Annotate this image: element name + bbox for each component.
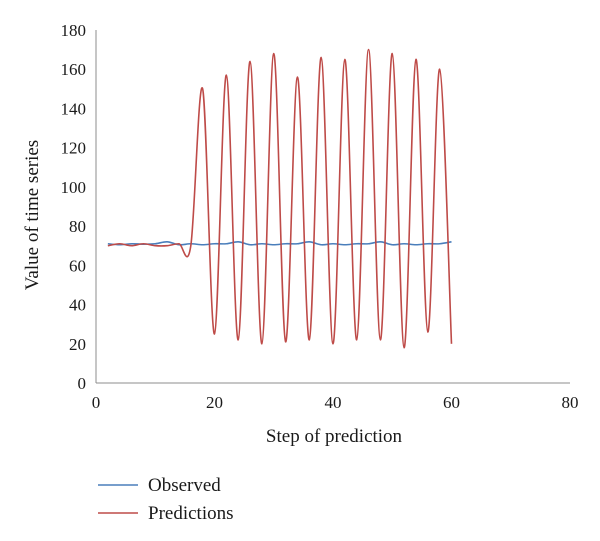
series-layer bbox=[107, 48, 453, 349]
x-axis-title: Step of prediction bbox=[266, 426, 403, 447]
x-tick-label: 80 bbox=[562, 393, 579, 412]
series-line-predictions bbox=[107, 48, 453, 349]
x-tick-label: 0 bbox=[92, 393, 101, 412]
x-tick-label: 20 bbox=[206, 393, 223, 412]
y-axis: 0 20 40 60 80 100 120 140 160 180 bbox=[61, 21, 97, 393]
y-tick-label: 60 bbox=[69, 256, 86, 275]
y-tick-label: 120 bbox=[61, 139, 87, 158]
x-tick-label: 40 bbox=[325, 393, 342, 412]
series-line-observed bbox=[107, 240, 452, 246]
x-tick-labels: 0 20 40 60 80 bbox=[92, 393, 579, 412]
y-tick-label: 80 bbox=[69, 217, 86, 236]
legend: Observed Predictions bbox=[98, 475, 234, 524]
legend-label-observed: Observed bbox=[148, 475, 221, 496]
y-tick-label: 20 bbox=[69, 335, 86, 354]
y-tick-label: 140 bbox=[61, 99, 87, 118]
y-tick-labels: 0 20 40 60 80 100 120 140 160 180 bbox=[61, 21, 87, 393]
x-tick-label: 60 bbox=[443, 393, 460, 412]
x-axis: 0 20 40 60 80 bbox=[92, 382, 579, 412]
y-tick-label: 0 bbox=[78, 374, 87, 393]
legend-label-predictions: Predictions bbox=[148, 503, 234, 524]
y-axis-title: Value of time series bbox=[22, 140, 43, 290]
y-tick-label: 40 bbox=[69, 296, 86, 315]
y-tick-label: 180 bbox=[61, 21, 87, 40]
y-tick-label: 100 bbox=[61, 178, 87, 197]
y-tick-label: 160 bbox=[61, 60, 87, 79]
